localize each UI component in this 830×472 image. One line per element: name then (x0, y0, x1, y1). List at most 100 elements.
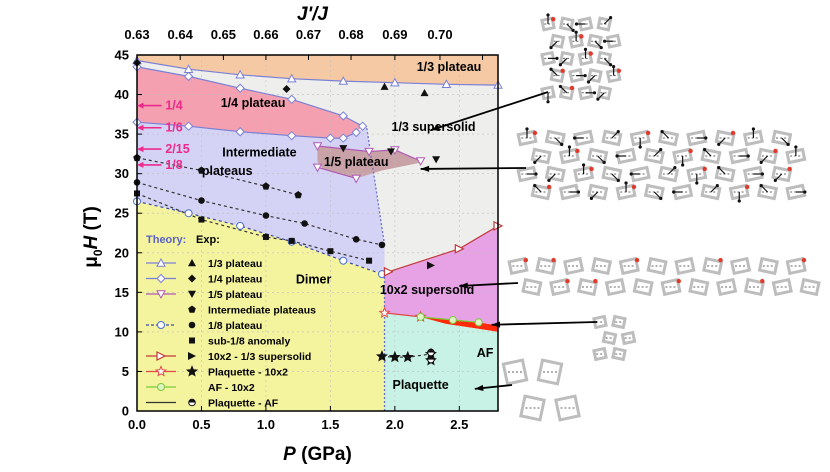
spin-arrow-head (599, 45, 603, 50)
spin-arrow-head (571, 28, 575, 32)
data-point (448, 316, 457, 325)
lattice-cell (771, 165, 793, 183)
region-label: AF (477, 346, 494, 360)
spin-arrow-head (717, 166, 721, 170)
region-af (420, 316, 498, 332)
spin-arrow-head (794, 145, 798, 149)
spin-arrow-head (759, 184, 763, 188)
legend-entry-label: Intermediate plateaus (208, 305, 316, 317)
data-point (383, 266, 394, 277)
spin-arrow-head (586, 80, 591, 84)
lattice-cell (536, 358, 564, 386)
lattice-cell (501, 358, 529, 386)
legend-marker (156, 290, 166, 300)
spin-site (579, 34, 584, 39)
lattice-cell (573, 129, 595, 147)
legend-marker (157, 321, 165, 329)
spin-arrow-head (660, 130, 664, 134)
spin-arrow-head (629, 172, 633, 176)
lattice-cell (516, 165, 538, 183)
spin-arrow-head (549, 67, 553, 71)
data-point (352, 236, 360, 243)
legend-entry-label: 1/4 plateau (208, 274, 262, 286)
data-point (339, 145, 348, 153)
data-point (420, 88, 429, 97)
spin-arrow-head (560, 142, 564, 146)
top-tick-label: 0.70 (427, 27, 452, 42)
legend-entry-label: 1/8 plateau (208, 320, 262, 332)
data-point (287, 130, 297, 141)
region-label: Intermediate (222, 145, 296, 159)
data-point (338, 76, 349, 85)
region-label: 1/3 plateau (417, 60, 482, 74)
y-axis-title: μ0H (T) (81, 206, 105, 268)
top-tick-label: 0.69 (382, 27, 407, 42)
lattice-cell (549, 68, 566, 84)
structure-af (592, 314, 637, 362)
legend-entry-label: Plaquette - 10x2 (208, 367, 288, 379)
lattice-cell (558, 16, 575, 32)
lattice-cell (587, 147, 609, 165)
lattice-cell (568, 33, 585, 49)
data-point (236, 221, 245, 230)
spin-arrow-head (573, 136, 577, 140)
spin-arrow-head (533, 160, 537, 164)
data-point (198, 216, 205, 223)
data-point (338, 133, 348, 143)
series-line (137, 157, 299, 196)
lattice-cell (742, 129, 764, 147)
lattice-cell (604, 277, 626, 297)
lattice-cell (521, 277, 543, 297)
series-line (137, 66, 363, 127)
region-one-third-plateau (137, 55, 498, 86)
lattice-cell (576, 277, 599, 297)
spin-arrow-head (589, 196, 593, 200)
half-circle-fill (427, 356, 435, 360)
pointer-line (430, 91, 549, 132)
lattice-cell (700, 183, 722, 201)
spin-site (631, 184, 637, 190)
lattice-cell (672, 183, 694, 201)
legend-marker (188, 398, 196, 407)
lattice-cell (743, 277, 766, 297)
data-point (388, 350, 401, 363)
lattice-cell (632, 277, 654, 297)
data-point (294, 191, 302, 199)
spin-arrow-head (624, 181, 628, 185)
legend-theory-label: Theory: (146, 234, 186, 246)
series-line (384, 312, 421, 318)
spin-arrow-head (773, 178, 777, 182)
data-point (386, 148, 395, 156)
spin-arrow-head (638, 145, 642, 149)
spin-site (760, 278, 765, 284)
lattice-cell (771, 277, 793, 297)
lattice-cell (615, 147, 637, 165)
lattice-cell (596, 16, 613, 32)
legend-entry-label: sub-1/8 anomaly (208, 336, 290, 348)
data-point (375, 350, 388, 362)
lattice-cell (507, 256, 529, 276)
legend-entry-label: AF - 10x2 (208, 382, 255, 394)
spin-arrow-head (609, 16, 613, 20)
spin-arrow-head (609, 63, 613, 67)
spin-site (616, 68, 622, 73)
data-point (366, 257, 373, 264)
lattice-cell (549, 33, 566, 49)
spin-arrow-head (672, 190, 676, 194)
lattice-cell (688, 277, 710, 297)
lattice-cell (660, 277, 682, 297)
spin-arrow-head (567, 145, 572, 149)
lattice-cell (577, 85, 594, 101)
y-tick-label: 35 (115, 127, 129, 142)
lattice-cell (530, 147, 552, 165)
y-axis-subscript: 0 (91, 249, 105, 256)
lattice-cell (742, 165, 764, 183)
spin-site (569, 85, 575, 91)
series-line (137, 181, 383, 246)
fraction-label: 1/8 (165, 158, 182, 172)
y-tick-label: 25 (115, 206, 129, 221)
y-axis-units: (T) (81, 206, 102, 236)
legend-marker (156, 257, 166, 267)
y-tick-label: 15 (115, 285, 129, 300)
